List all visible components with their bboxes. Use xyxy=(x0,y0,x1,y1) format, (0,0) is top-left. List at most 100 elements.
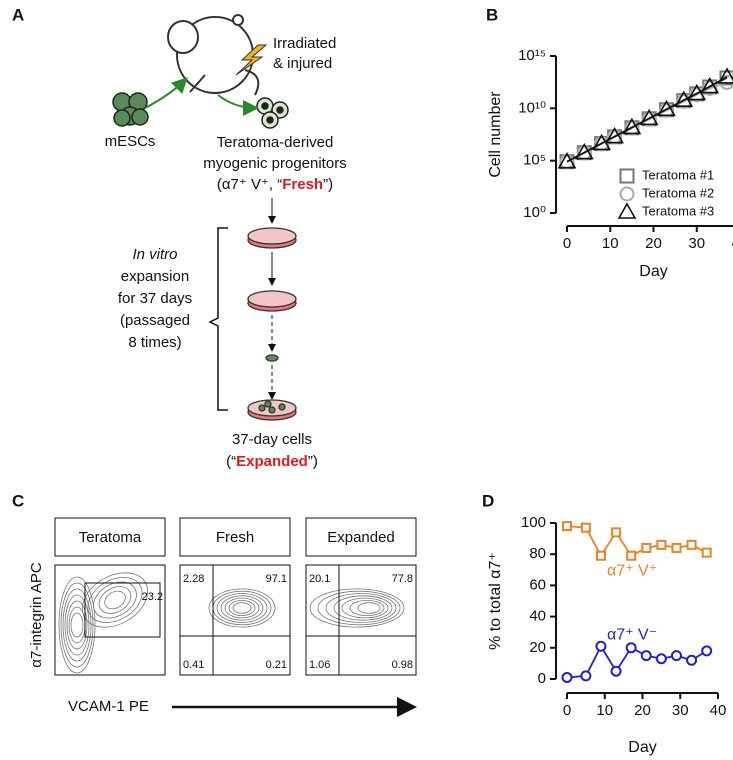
contour xyxy=(333,595,393,621)
contour xyxy=(309,588,405,628)
contour xyxy=(104,590,126,610)
text: (α7⁺ V⁺, “ xyxy=(217,176,282,193)
point xyxy=(562,521,572,532)
label: expansion xyxy=(121,268,189,285)
point xyxy=(641,542,652,553)
x-axis-label: Day xyxy=(628,739,656,756)
point xyxy=(561,671,573,683)
point xyxy=(557,152,577,169)
gate-value: 0.98 xyxy=(392,659,413,671)
point xyxy=(655,653,667,665)
lightning xyxy=(235,44,268,76)
y-axis-label: Cell number xyxy=(487,91,504,178)
cells-left xyxy=(112,92,149,127)
arrow xyxy=(217,94,259,116)
x-tick-label: 20 xyxy=(645,235,662,252)
plot-title: Teratoma xyxy=(79,529,142,546)
point xyxy=(626,550,637,561)
point xyxy=(639,108,659,126)
contour xyxy=(70,612,84,638)
title-box xyxy=(305,517,417,557)
series-line xyxy=(566,644,708,679)
point xyxy=(592,133,611,151)
panel-label: B xyxy=(486,5,498,24)
legend-marker xyxy=(619,168,635,184)
y-tick-label: 10⁰ xyxy=(523,204,546,221)
point xyxy=(686,539,697,550)
gate-value: 0.21 xyxy=(266,659,287,671)
contour xyxy=(232,602,252,614)
point xyxy=(641,111,657,127)
panel-label: C xyxy=(12,491,24,510)
contour xyxy=(208,588,276,628)
gate-value: 1.06 xyxy=(309,659,330,671)
contour xyxy=(357,602,381,614)
point xyxy=(687,83,707,101)
legend-label: Teratoma #3 xyxy=(642,203,714,218)
plot-title: Expanded xyxy=(327,529,395,546)
gate-value: 2.28 xyxy=(183,573,204,585)
plot-frame xyxy=(179,564,291,676)
point xyxy=(625,642,637,654)
x-tick-label: 10 xyxy=(596,702,613,719)
text: Expanded xyxy=(236,453,308,470)
label: myogenic progenitors xyxy=(203,155,346,172)
point xyxy=(610,665,622,677)
y-tick-label: 10¹⁰ xyxy=(518,99,546,116)
label: Teratoma-derived xyxy=(217,134,334,151)
mouse xyxy=(167,14,260,96)
y-tick-label: 10⁵ xyxy=(523,152,546,169)
point xyxy=(622,117,642,135)
contour xyxy=(216,593,268,623)
point xyxy=(607,129,623,145)
point xyxy=(580,670,592,682)
point xyxy=(674,90,694,107)
label: 37-day cells xyxy=(232,431,312,448)
gate-value: 77.8 xyxy=(392,573,413,585)
plot-title: Fresh xyxy=(216,529,254,546)
label: (passaged xyxy=(120,312,190,329)
label: Irradiated xyxy=(273,35,336,52)
x-tick-label: 40 xyxy=(732,235,733,252)
contour xyxy=(224,597,260,619)
contour xyxy=(98,586,132,614)
panel-label: D xyxy=(482,491,494,510)
x-tick-label: 40 xyxy=(710,702,727,719)
label: mESCs xyxy=(105,133,156,150)
contour xyxy=(58,576,96,674)
point xyxy=(700,76,720,94)
cells-right xyxy=(256,97,289,129)
bracket xyxy=(208,227,228,411)
x-tick-label: 30 xyxy=(688,235,705,252)
y-tick-label: 10¹⁵ xyxy=(518,47,546,64)
contour xyxy=(66,600,88,650)
label: 8 times) xyxy=(128,334,181,351)
point xyxy=(640,650,652,662)
point xyxy=(701,645,713,657)
title-box xyxy=(179,517,291,557)
y-axis-label: % to total α7⁺ xyxy=(487,552,504,650)
contour xyxy=(317,590,401,626)
y-tick-label: 0 xyxy=(538,670,546,687)
legend-label: Teratoma #2 xyxy=(642,185,714,200)
legend-label: Teratoma #1 xyxy=(642,167,714,182)
point xyxy=(576,145,592,161)
x-tick-label: 0 xyxy=(563,235,571,252)
contour xyxy=(349,600,385,617)
y-tick-label: 60 xyxy=(529,576,546,593)
label: & injured xyxy=(273,55,332,72)
point xyxy=(595,550,606,561)
point xyxy=(657,99,676,117)
x-tick-label: 0 xyxy=(563,702,571,719)
text: ”) xyxy=(323,176,333,193)
axis-label: α7-integrin APC xyxy=(28,562,45,668)
point xyxy=(701,547,712,558)
arrow xyxy=(144,77,188,109)
legend-marker xyxy=(617,202,637,219)
point xyxy=(658,102,674,118)
y-tick-label: 40 xyxy=(529,608,546,625)
point xyxy=(689,87,705,103)
label: In vitro xyxy=(132,246,177,263)
point xyxy=(717,67,733,84)
